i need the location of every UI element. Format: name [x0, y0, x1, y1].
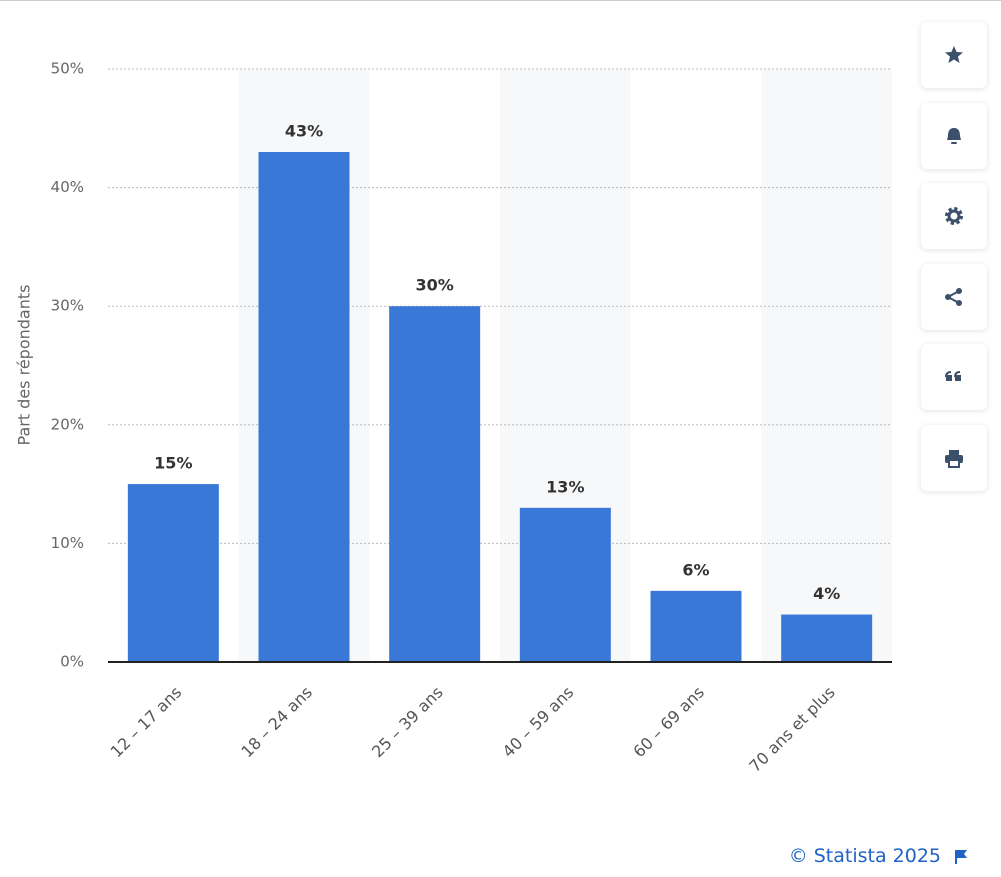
bar — [781, 614, 873, 662]
x-tick-label: 70 ans et plus — [745, 683, 838, 776]
bar — [258, 152, 350, 662]
x-tick-label: 18 – 24 ans — [237, 683, 316, 762]
x-tick-label: 25 – 39 ans — [368, 683, 447, 762]
bar — [127, 484, 219, 662]
y-tick-label: 50% — [51, 60, 84, 78]
y-tick-label: 20% — [51, 415, 84, 433]
y-tick-label: 0% — [60, 653, 84, 671]
value-label: 6% — [682, 560, 709, 579]
band-shade — [761, 69, 892, 662]
y-axis-label: Part des répondants — [15, 285, 34, 446]
x-tick-label: 40 – 59 ans — [499, 683, 578, 762]
value-label: 43% — [285, 122, 323, 141]
value-label: 4% — [813, 584, 840, 603]
x-tick-label: 60 – 69 ans — [629, 683, 708, 762]
settings-button[interactable] — [921, 183, 987, 249]
cite-button[interactable] — [921, 344, 987, 410]
chart: Part des répondants 0% 10% 20% 30% 40% 50% 15%… — [15, 60, 892, 776]
top-border — [0, 0, 1001, 1]
value-label: 15% — [154, 454, 192, 473]
y-tick-label: 40% — [51, 178, 84, 196]
value-label: 13% — [546, 477, 584, 496]
bar — [650, 590, 742, 662]
y-tick-label: 30% — [51, 297, 84, 315]
x-tick-label: 12 – 17 ans — [107, 683, 186, 762]
flag-icon[interactable] — [954, 849, 968, 865]
notification-button[interactable] — [921, 103, 987, 169]
footer-credit[interactable]: © Statista 2025 — [788, 845, 941, 867]
print-button[interactable] — [921, 425, 987, 491]
value-label: 30% — [416, 276, 454, 295]
y-tick-label: 10% — [51, 534, 84, 552]
favorite-button[interactable] — [921, 22, 987, 88]
share-button[interactable] — [921, 264, 987, 330]
bar — [519, 507, 611, 662]
bar — [389, 306, 481, 662]
